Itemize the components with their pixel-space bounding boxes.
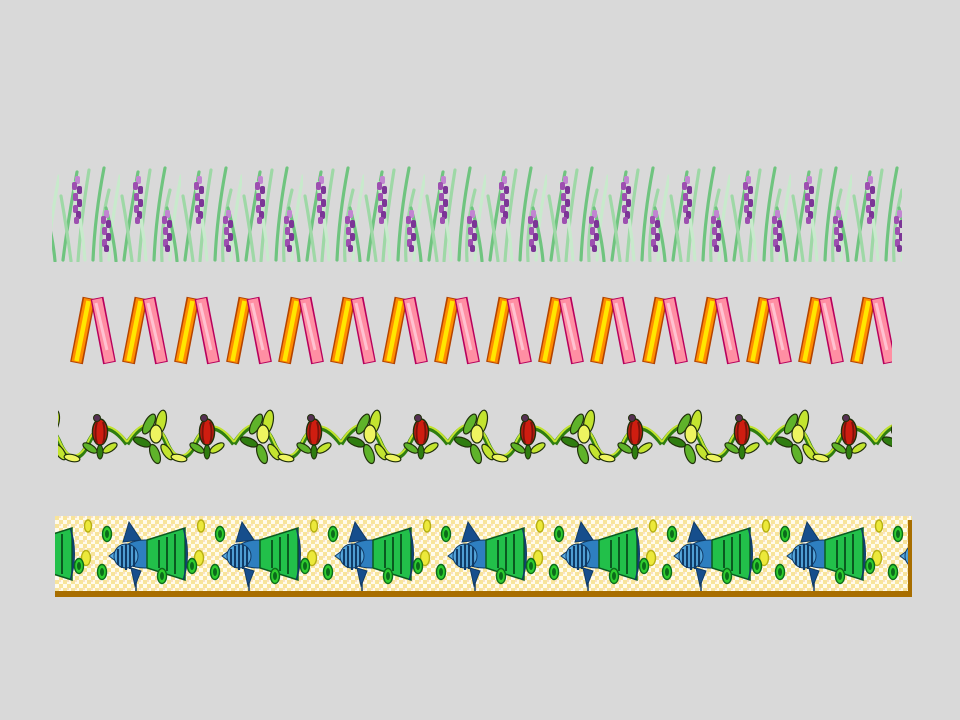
grass-lavender-border-image <box>52 160 902 262</box>
fish-banner-border-image <box>55 516 912 597</box>
zigzag-sticks-border-image <box>68 292 892 370</box>
fish-banner-border <box>55 516 912 597</box>
leaf-berry-garland-border <box>58 402 892 480</box>
banner-bottom-border <box>55 591 912 597</box>
zigzag-sticks-border <box>68 292 892 370</box>
banner-right-border <box>908 520 912 593</box>
leaf-berry-garland-border-image <box>58 402 892 480</box>
grass-lavender-border <box>52 160 902 262</box>
